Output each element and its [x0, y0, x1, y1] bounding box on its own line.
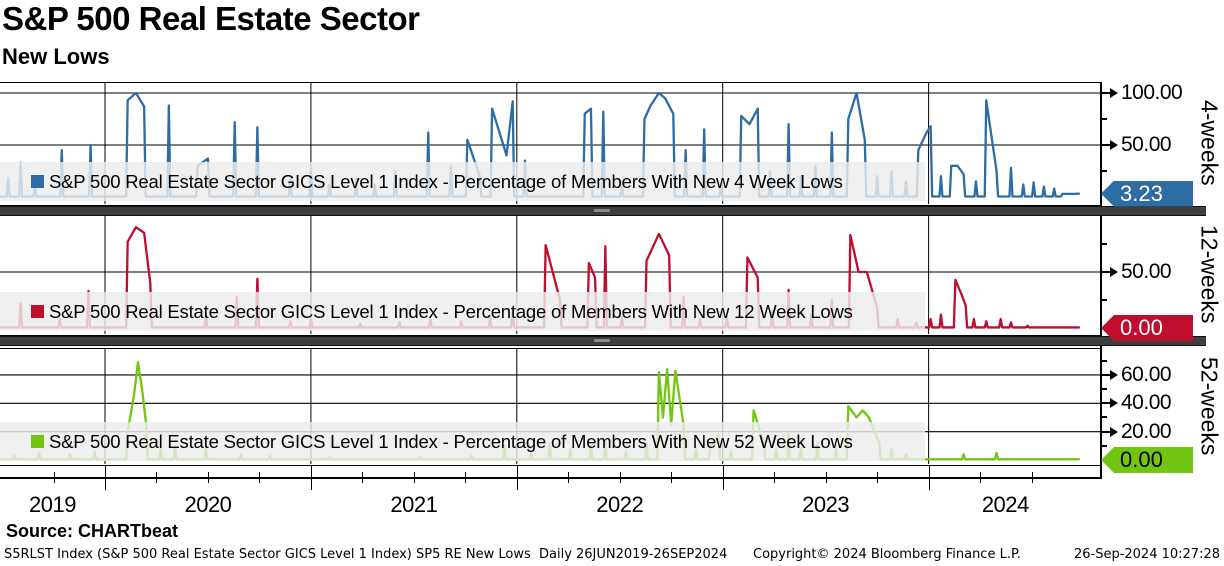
panel-border: [0, 82, 1102, 84]
x-axis-year-label: 2020: [184, 492, 232, 517]
axis-tick-arrow-icon: [1110, 426, 1118, 437]
axis-tick-arrow-icon: [1110, 267, 1118, 277]
legend-label-12w: S&P 500 Real Estate Sector GICS Level 1 …: [49, 300, 853, 322]
axis-tick-arrow-icon: [1110, 88, 1118, 98]
panel-border: [0, 204, 1102, 206]
axis-tick-label: 40.00: [1121, 391, 1172, 415]
axis-tick: [1101, 402, 1111, 405]
axis-tick: [1101, 92, 1111, 94]
panel-52-weeks: S&P 500 Real Estate Sector GICS Level 1 …: [0, 348, 1100, 464]
page-subtitle: New Lows: [2, 44, 110, 69]
x-axis-year-label: 2024: [981, 492, 1029, 517]
x-axis-year-label: 2019: [29, 492, 76, 517]
legend-label-52w: S&P 500 Real Estate Sector GICS Level 1 …: [49, 430, 853, 452]
axis-tick-label: 50.00: [1121, 260, 1172, 283]
axis-tick: [1101, 373, 1111, 376]
legend-marker-52w: [31, 435, 44, 448]
axis-tick-label: 20.00: [1121, 419, 1172, 443]
legend-band-4w: S&P 500 Real Estate Sector GICS Level 1 …: [0, 162, 925, 201]
x-axis-year-label: 2023: [802, 492, 850, 517]
panel-12-weeks: S&P 500 Real Estate Sector GICS Level 1 …: [0, 214, 1100, 334]
x-axis-year-label: 2022: [596, 492, 644, 517]
panel-side-label: 4-weeks: [1196, 100, 1223, 186]
splitter-handle-icon[interactable]: [594, 209, 610, 212]
panel-splitter[interactable]: [0, 336, 1206, 346]
axis-tick-arrow-icon: [1110, 369, 1118, 380]
x-axis-year-label: 2021: [390, 492, 438, 517]
panel-border: [0, 464, 1102, 466]
legend-band-52w: S&P 500 Real Estate Sector GICS Level 1 …: [0, 422, 925, 461]
panel-4-weeks: S&P 500 Real Estate Sector GICS Level 1 …: [0, 82, 1100, 204]
splitter-handle-icon[interactable]: [594, 339, 610, 342]
panel-border: [0, 347, 1102, 349]
panel-side-label: 52-weeks: [1196, 356, 1223, 456]
axis-tick-label: 50.00: [1121, 133, 1172, 156]
axis-tick: [1101, 430, 1111, 433]
panel-splitter[interactable]: [0, 206, 1206, 216]
legend-marker-4w: [31, 175, 44, 188]
legend-label-4w: S&P 500 Real Estate Sector GICS Level 1 …: [49, 170, 843, 192]
last-value-tag: 3.23: [1101, 180, 1193, 207]
axis-tick-label: 60.00: [1121, 362, 1172, 386]
axis-tick-arrow-icon: [1110, 398, 1118, 409]
x-axis-line: [0, 477, 1102, 479]
legend-band-12w: S&P 500 Real Estate Sector GICS Level 1 …: [0, 292, 925, 331]
axis-tick-arrow-icon: [1110, 140, 1118, 150]
panel-border: [0, 334, 1102, 336]
axis-tick-label: 100.00: [1121, 81, 1183, 104]
legend-marker-12w: [31, 305, 44, 318]
footer-copyright: Copyright© 2024 Bloomberg Finance L.P.: [753, 547, 1021, 562]
axis-tick: [1101, 144, 1111, 146]
page-title: S&P 500 Real Estate Sector: [2, 0, 420, 37]
last-value-tag: 0.00: [1101, 447, 1193, 473]
y-axis-spine: [1100, 82, 1102, 479]
panel-side-label: 12-weeks: [1196, 224, 1223, 324]
footer-timestamp: 26-Sep-2024 10:27:28: [1073, 547, 1220, 562]
axis-tick: [1101, 271, 1111, 273]
source-label: Source: CHARTbeat: [6, 521, 179, 541]
footer-index-info: S5RLST Index (S&P 500 Real Estate Sector…: [4, 547, 728, 562]
